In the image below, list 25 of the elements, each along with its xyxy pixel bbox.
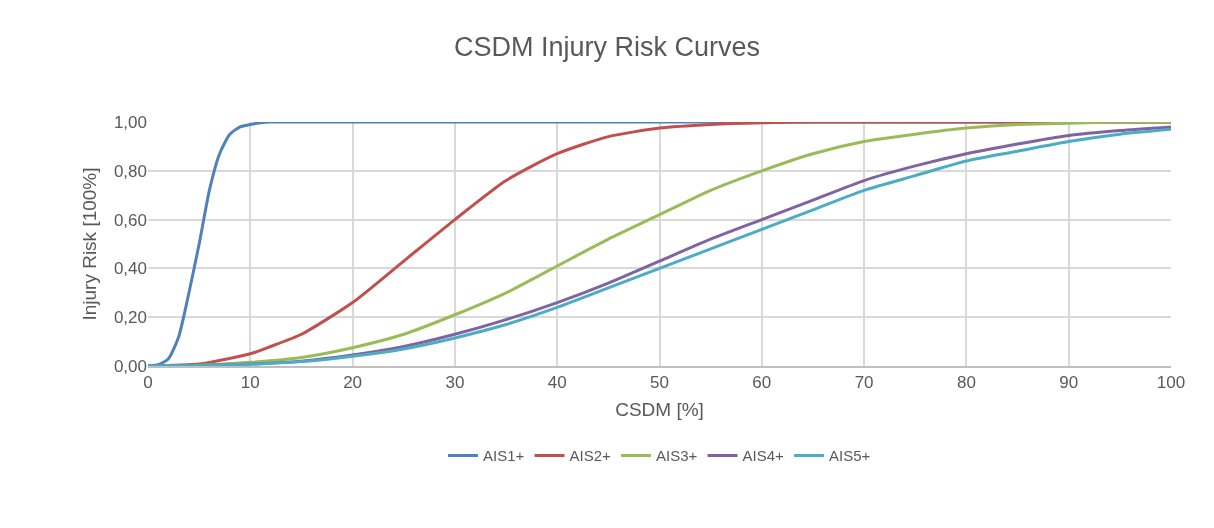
- x-tick-label: 20: [343, 373, 363, 393]
- x-axis-title: CSDM [%]: [615, 399, 704, 421]
- legend-label: AIS1+: [483, 447, 525, 465]
- x-tick-label: 80: [956, 373, 976, 393]
- x-tick-label: 90: [1059, 373, 1079, 393]
- x-tick-label: 10: [240, 373, 260, 393]
- x-tick-label: 0: [143, 373, 153, 393]
- y-axis-title: Injury Risk [100%]: [78, 167, 100, 321]
- x-tick-label: 100: [1156, 373, 1186, 393]
- x-tick-label: 30: [445, 373, 465, 393]
- legend-label: AIS2+: [569, 447, 612, 465]
- x-tick-label: 50: [650, 373, 669, 393]
- x-tick-label: 60: [752, 373, 772, 393]
- chart-title: CSDM Injury Risk Curves: [453, 31, 761, 62]
- y-tick-label: 0,00: [113, 356, 147, 376]
- legend-label: AIS4+: [742, 447, 785, 465]
- y-tick-label: 0,60: [113, 210, 147, 230]
- y-tick-label: 1,00: [113, 112, 147, 132]
- y-tick-label: 0,80: [113, 161, 147, 181]
- legend-label: AIS3+: [656, 447, 698, 465]
- x-tick-label: 70: [854, 373, 874, 393]
- y-tick-label: 0,20: [113, 308, 147, 328]
- legend-label: AIS5+: [829, 447, 871, 465]
- x-tick-label: 40: [547, 373, 567, 393]
- y-tick-label: 0,40: [113, 259, 147, 279]
